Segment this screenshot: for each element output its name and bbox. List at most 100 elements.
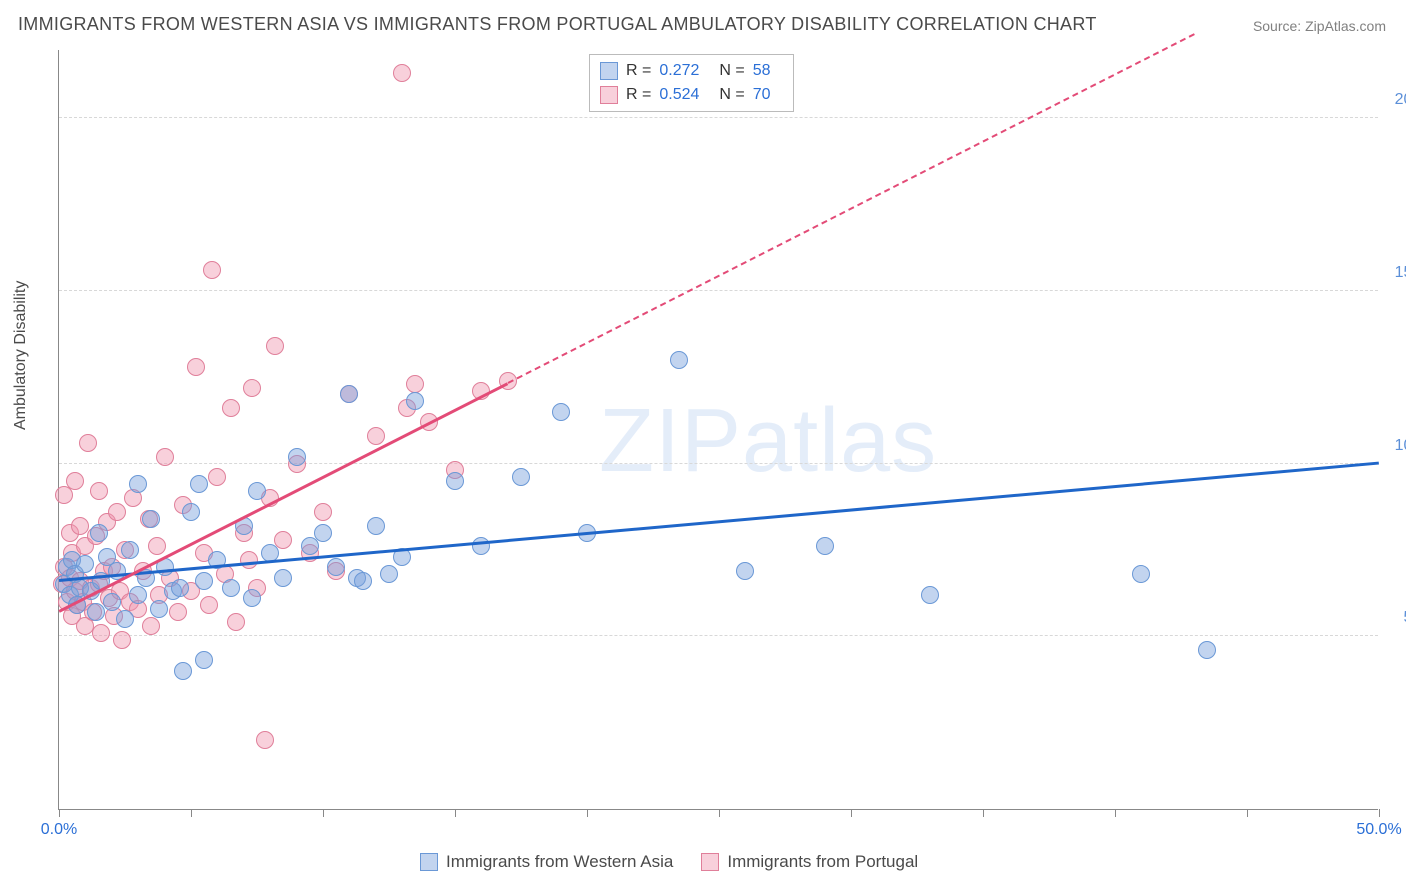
scatter-point-series-a [314,524,332,542]
x-tick [323,809,324,817]
stats-row-series-a: R = 0.272 N = 58 [600,59,783,83]
correlation-stats-box: R = 0.272 N = 58 R = 0.524 N = 70 [589,54,794,112]
scatter-point-series-b [187,358,205,376]
gridline [59,463,1378,464]
scatter-point-series-b [266,337,284,355]
x-tick [851,809,852,817]
swatch-series-a [420,853,438,871]
y-tick-label: 10.0% [1395,437,1406,455]
scatter-point-series-b [156,448,174,466]
x-tick [1379,809,1380,817]
scatter-point-series-b [243,379,261,397]
scatter-point-series-b [71,517,89,535]
legend-item-series-a: Immigrants from Western Asia [420,852,673,872]
scatter-point-series-b [314,503,332,521]
scatter-point-series-b [90,482,108,500]
scatter-point-series-a [288,448,306,466]
scatter-point-series-b [79,434,97,452]
scatter-point-series-a [301,537,319,555]
scatter-point-series-a [190,475,208,493]
scatter-point-series-a [90,524,108,542]
y-tick-label: 15.0% [1395,264,1406,282]
x-tick [587,809,588,817]
scatter-point-series-b [240,551,258,569]
scatter-point-series-a [354,572,372,590]
scatter-point-series-b [142,617,160,635]
scatter-point-series-a [76,555,94,573]
watermark: ZIPatlas [599,390,937,493]
x-tick [1115,809,1116,817]
scatter-point-series-b [200,596,218,614]
scatter-point-series-a [116,610,134,628]
legend: Immigrants from Western Asia Immigrants … [420,852,918,872]
stats-row-series-b: R = 0.524 N = 70 [600,83,783,107]
scatter-point-series-a [142,510,160,528]
scatter-point-series-a [129,586,147,604]
y-axis-label: Ambulatory Disability [12,281,30,430]
scatter-point-series-a [406,392,424,410]
scatter-point-series-a [129,475,147,493]
scatter-point-series-a [243,589,261,607]
scatter-point-series-a [340,385,358,403]
scatter-point-series-b [169,603,187,621]
scatter-point-series-b [108,503,126,521]
scatter-point-series-a [121,541,139,559]
scatter-point-series-b [92,624,110,642]
scatter-point-series-a [1198,641,1216,659]
x-tick [983,809,984,817]
swatch-series-b [600,86,618,104]
scatter-point-series-a [174,662,192,680]
gridline [59,635,1378,636]
scatter-point-series-b [66,472,84,490]
scatter-point-series-a [327,558,345,576]
swatch-series-b [701,853,719,871]
scatter-point-series-b [274,531,292,549]
y-tick-label: 20.0% [1395,91,1406,109]
scatter-point-series-a [1132,565,1150,583]
scatter-point-series-b [208,468,226,486]
trend-line [59,461,1379,581]
scatter-point-series-a [380,565,398,583]
x-tick-label: 0.0% [41,821,77,839]
scatter-point-series-b [227,613,245,631]
scatter-point-series-a [816,537,834,555]
x-tick [1247,809,1248,817]
scatter-point-series-a [446,472,464,490]
legend-label-b: Immigrants from Portugal [727,852,918,872]
chart-title: IMMIGRANTS FROM WESTERN ASIA VS IMMIGRAN… [18,14,1097,35]
scatter-point-series-a [248,482,266,500]
x-tick [719,809,720,817]
scatter-point-series-a [367,517,385,535]
scatter-point-series-a [182,503,200,521]
legend-label-a: Immigrants from Western Asia [446,852,673,872]
scatter-point-series-b [393,64,411,82]
legend-item-series-b: Immigrants from Portugal [701,852,918,872]
gridline [59,290,1378,291]
scatter-point-series-a [150,600,168,618]
x-tick [455,809,456,817]
x-tick [59,809,60,817]
scatter-point-series-a [670,351,688,369]
scatter-point-series-b [113,631,131,649]
scatter-plot: ZIPatlas R = 0.272 N = 58 R = 0.524 N = … [58,50,1378,810]
scatter-point-series-a [195,572,213,590]
source-label: Source: ZipAtlas.com [1253,18,1386,34]
scatter-point-series-b [406,375,424,393]
x-tick [191,809,192,817]
scatter-point-series-a [512,468,530,486]
scatter-point-series-a [103,593,121,611]
swatch-series-a [600,62,618,80]
scatter-point-series-b [148,537,166,555]
scatter-point-series-a [195,651,213,669]
scatter-point-series-a [274,569,292,587]
x-tick-label: 50.0% [1356,821,1401,839]
scatter-point-series-a [736,562,754,580]
scatter-point-series-a [87,603,105,621]
scatter-point-series-b [222,399,240,417]
scatter-point-series-a [222,579,240,597]
scatter-point-series-b [256,731,274,749]
scatter-point-series-b [367,427,385,445]
scatter-point-series-b [203,261,221,279]
scatter-point-series-a [552,403,570,421]
gridline [59,117,1378,118]
